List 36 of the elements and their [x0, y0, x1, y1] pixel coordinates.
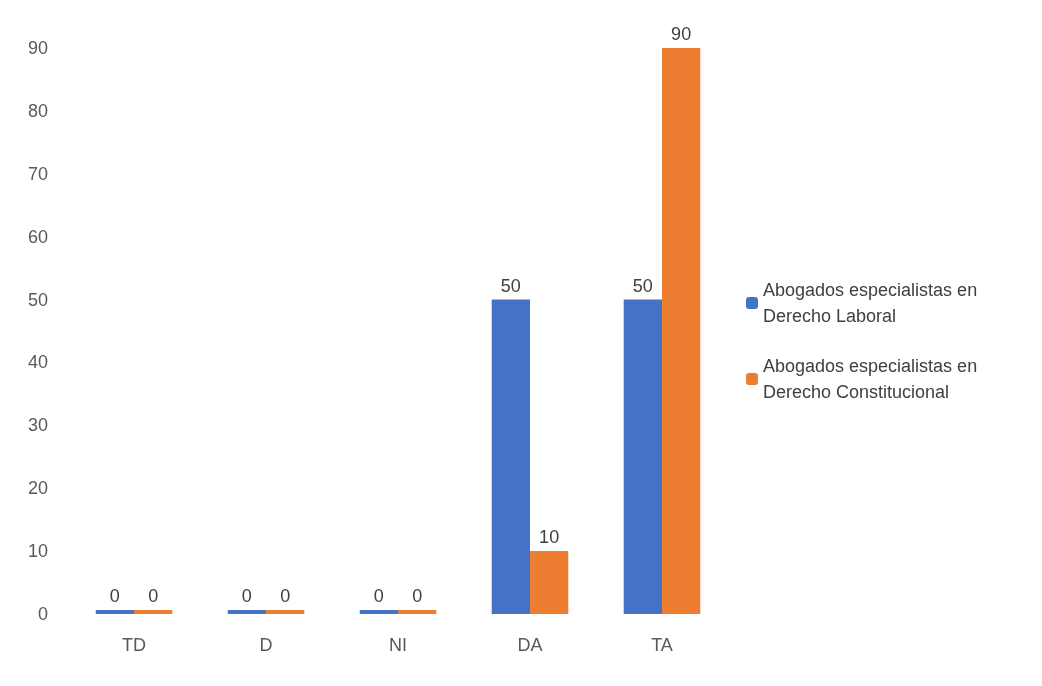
x-tick-label: TD: [122, 635, 146, 655]
data-label: 50: [632, 275, 653, 296]
data-label: 0: [373, 586, 384, 606]
bar: [662, 48, 701, 614]
y-tick-label: 80: [27, 100, 48, 121]
y-tick-label: 90: [27, 38, 48, 58]
data-label: 0: [412, 586, 423, 606]
y-tick-label: 30: [27, 415, 48, 436]
y-tick-label: 0: [37, 604, 48, 624]
data-label: 10: [539, 527, 560, 548]
bar: [359, 610, 398, 614]
y-tick-label: 50: [27, 289, 48, 310]
data-label: 0: [148, 586, 159, 606]
y-tick-label: 60: [27, 226, 48, 247]
x-tick-label: NI: [389, 635, 407, 655]
x-tick-label: DA: [517, 635, 543, 655]
y-tick-label: 20: [27, 478, 48, 499]
bar: [491, 299, 530, 614]
data-label: 0: [109, 586, 120, 606]
y-tick-label: 40: [27, 352, 48, 373]
bar: [95, 610, 134, 614]
bar: [623, 299, 662, 614]
data-label: 90: [671, 24, 692, 44]
bar: [134, 610, 173, 614]
y-tick-label: 70: [27, 163, 48, 184]
bar: [266, 610, 305, 614]
legend-label: Abogados especialistas en Derecho Constitucional: [763, 356, 983, 402]
y-tick-label: 10: [27, 541, 48, 562]
x-tick-label: TA: [651, 635, 673, 655]
bar: [227, 610, 266, 614]
x-tick-label: D: [259, 635, 273, 655]
data-label: 0: [241, 586, 252, 606]
legend-label: Abogados especialistas en Derecho Laboral: [763, 280, 983, 326]
bar: [398, 610, 437, 614]
data-label: 0: [280, 586, 291, 606]
data-label: 50: [500, 275, 521, 296]
